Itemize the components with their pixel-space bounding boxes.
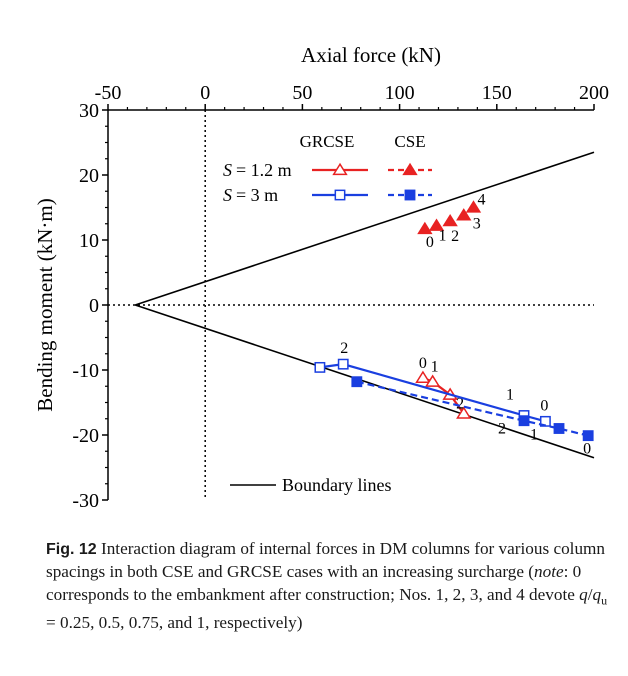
point-label: 3 [473,215,481,232]
x-tick-label: -50 [95,82,122,104]
boundary-line-upper [134,151,595,306]
data-point [424,374,441,387]
legend-boundary-label: Boundary lines [282,475,392,495]
series-cse-s-3-m [351,376,594,442]
legend-marker-grcse [334,189,346,201]
y-tick-label: -30 [72,490,99,512]
x-tick-label: 100 [385,82,415,104]
y-tick-label: -20 [72,425,99,447]
x-axis-title: Axial force (kN) [301,43,441,67]
point-label: 1 [530,427,538,444]
point-label: 4 [477,192,485,209]
data-point [351,376,363,388]
series-cse-s-1-2-m [417,200,482,235]
y-axis-title: Bending moment (kN·m) [33,198,57,411]
caption-text-3: = 0.25, 0.5, 0.75, and 1, respectively) [46,612,303,632]
y-tick-label: 30 [79,100,99,122]
series-line [356,380,589,437]
legend-row-s: S [223,160,232,180]
figure-caption: Fig. 12 Interaction diagram of internal … [46,538,612,634]
point-label: 2 [451,228,459,245]
series-line [319,363,546,423]
point-label: 0 [583,441,591,458]
caption-slash: / [587,584,593,604]
y-tick-label: 10 [79,230,99,252]
legend-row-label: = 1.2 m [236,160,292,180]
legend-header-grcse: GRCSE [300,132,355,151]
point-label: 2 [340,340,348,357]
legend-marker-cse [402,162,418,176]
caption-q: q [579,584,588,604]
caption-sub-u: u [601,593,608,608]
caption-qu: q [592,584,602,604]
data-point [415,370,431,383]
data-point [428,218,445,231]
y-tick-label: -10 [72,360,99,382]
caption-text-2: : 0 corresponds to the embankment after … [46,562,582,604]
point-label: 0 [540,397,548,414]
data-point [518,415,530,427]
point-label: 1 [506,387,514,404]
legend-marker-grcse [332,162,348,176]
x-tick-label: 150 [482,82,512,104]
data-point [314,361,326,373]
x-tick-label: 0 [200,82,210,104]
legend-row-label: = 3 m [236,185,278,205]
data-point [337,358,349,370]
point-label: 2 [456,396,464,413]
legend-header-cse: CSE [394,132,425,151]
point-label: 1 [439,228,447,245]
caption-text: Interaction diagram of internal forces i… [46,539,606,582]
caption-label: Fig. 12 [46,541,97,558]
data-point [582,430,594,442]
data-point [465,200,482,213]
data-point [417,221,433,235]
x-tick-label: 200 [579,82,609,104]
point-label: 1 [431,359,439,376]
data-point [456,406,472,419]
y-tick-label: 20 [79,165,99,187]
caption-note-word: note [534,562,564,582]
boundary-line-lower [134,304,595,459]
legend-marker-cse [404,189,416,201]
y-tick-label: 0 [89,295,99,317]
point-label: 2 [498,421,506,438]
data-point [456,208,472,221]
point-label: 0 [426,234,434,251]
point-label: 0 [419,355,427,372]
data-point [553,423,565,434]
data-point [442,213,458,227]
legend-row-s: S [223,185,232,205]
x-tick-label: 50 [292,82,312,104]
